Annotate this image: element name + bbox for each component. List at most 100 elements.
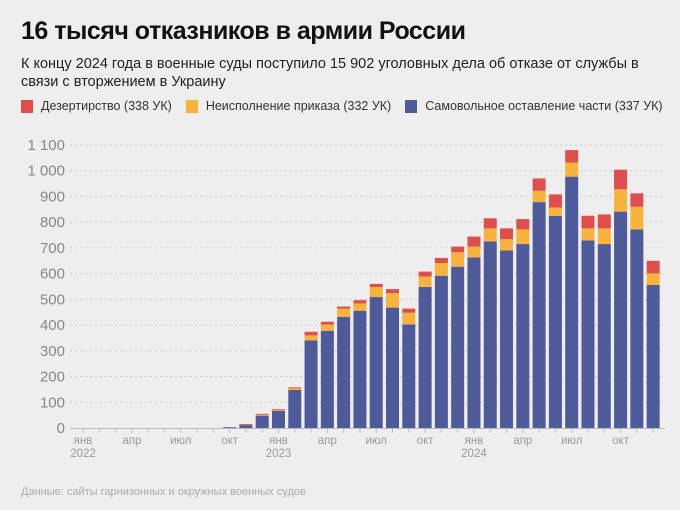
bar-segment-disobedience [320,324,334,331]
x-tick-label: июл [170,435,192,447]
legend-label: Дезертирство (338 УК) [41,99,172,113]
y-tick-label: 800 [40,214,65,231]
y-tick-label: 700 [40,240,65,257]
bar-segment-desertion [288,387,302,389]
bar-segment-disobedience [386,293,400,308]
bar-segment-desertion [597,214,611,229]
bar-segment-awol [353,310,367,428]
bar-segment-disobedience [288,388,302,390]
bar-segment-awol [646,284,660,428]
x-tick-label: янв [465,435,484,447]
y-tick-label: 400 [40,317,65,334]
bar-segment-disobedience [467,246,481,258]
legend-label: Самовольное оставление части (337 УК) [425,99,663,113]
y-tick-label: 500 [40,291,65,308]
chart-title: 16 тысяч отказников в армии России [21,17,466,45]
bar-segment-desertion [548,194,562,208]
bar-segment-disobedience [630,206,644,230]
bar-segment-awol [223,427,237,429]
bar-segment-awol [288,389,302,428]
bar-segment-awol [451,266,465,428]
bar-segment-desertion [320,321,334,325]
bar-segment-awol [565,176,579,428]
x-tick-label: окт [417,435,435,447]
bar-segment-disobedience [402,312,416,325]
bar-segment-awol [597,244,611,428]
bar-segment-awol [418,287,432,428]
chart-subtitle: К концу 2024 года в военные суды поступи… [21,56,639,90]
bar-segment-awol [255,415,269,428]
source-note: Данные: сайты гарнизонных и окружных вое… [21,486,306,498]
x-tick-label: апр [122,435,141,447]
y-tick-label: 1 100 [27,137,65,154]
y-tick-label: 900 [40,188,65,205]
x-tick-label: окт [221,435,239,447]
x-tick-label: апр [318,435,337,447]
bar-segment-desertion [304,331,318,336]
bar-segment-disobedience [434,263,448,276]
y-tick-label: 0 [57,420,65,437]
x-tick-label: янв [269,435,288,447]
x-tick-label: апр [513,435,532,447]
bar-segment-disobedience [451,252,465,267]
y-tick-label: 600 [40,266,65,283]
bar-segment-disobedience [500,239,514,251]
bar-segment-desertion [630,193,644,207]
bar-segment-disobedience [581,228,595,241]
bar-segment-awol [304,340,318,428]
y-tick-label: 100 [40,394,65,411]
bar-segment-desertion [255,413,269,415]
x-tick-year: 2022 [70,448,96,460]
bar-segment-awol [500,250,514,428]
bar-segment-awol [337,316,351,428]
x-tick-label: окт [612,435,630,447]
bar-segment-awol [239,424,253,428]
bar-segment-desertion [271,409,285,411]
legend: Дезертирство (338 УК) Неисполнение прика… [21,99,663,113]
bar-segment-awol [614,211,628,428]
bar-segment-disobedience [565,162,579,177]
bar-segment-disobedience [304,335,318,341]
bar-segment-desertion [614,169,628,190]
bar-segment-disobedience [255,414,269,416]
bar-segment-awol [581,240,595,428]
y-tick-label: 1 000 [27,163,65,180]
bar-segment-desertion [434,257,448,264]
x-tick-year: 2023 [266,448,292,460]
bar-segment-disobedience [614,189,628,212]
bar-segment-awol [467,257,481,428]
bar-segment-awol [434,275,448,428]
bar-segment-disobedience [418,276,432,288]
bar-segment-desertion [646,260,660,274]
bar-segment-disobedience [548,207,562,217]
bar-segment-disobedience [369,287,383,298]
x-tick-label: июл [365,435,387,447]
bar-segment-disobedience [597,228,611,245]
bar-segment-desertion [418,271,432,277]
bar-segment-disobedience [337,308,351,317]
bar-segment-awol [402,324,416,428]
bar-segment-awol [548,216,562,428]
bar-segment-desertion [532,178,546,191]
bar-segment-disobedience [532,190,546,203]
bar-segment-awol [483,241,497,428]
bar-segment-desertion [337,306,351,309]
x-tick-label: янв [74,435,93,447]
bar-segment-desertion [353,300,367,304]
bar-segment-desertion [516,219,530,230]
legend-swatch [185,99,198,113]
bar-segment-awol [516,244,530,428]
bar-segment-desertion [483,218,497,229]
legend-item-disobedience: Неисполнение приказа (332 УК) [185,99,391,113]
bar-segment-disobedience [483,228,497,242]
bar-segment-disobedience [516,229,530,245]
legend-swatch [21,99,33,113]
bar-segment-awol [532,202,546,428]
bar-segment-awol [369,297,383,428]
bar-segment-awol [386,307,400,428]
bar-segment-desertion [467,236,481,247]
bar-segment-desertion [386,289,400,294]
bar-segment-desertion [451,246,465,253]
y-tick-label: 300 [40,343,65,360]
